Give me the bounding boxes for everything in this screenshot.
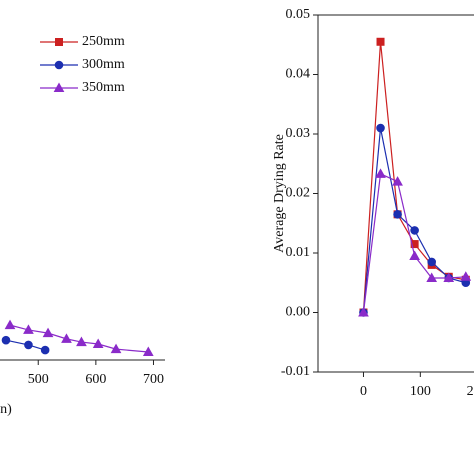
marker — [392, 176, 403, 186]
x-tick-label: 0 — [360, 384, 367, 399]
legend-label: 350mm — [82, 80, 125, 95]
marker — [110, 343, 122, 354]
marker — [24, 340, 33, 350]
marker — [40, 345, 50, 355]
marker — [61, 333, 72, 343]
x-axis-label: Time (min) — [0, 402, 12, 417]
marker — [53, 82, 65, 92]
x-tick-label: 700 — [143, 372, 164, 387]
marker — [409, 250, 420, 260]
legend-label: 250mm — [82, 34, 125, 49]
y-tick-label: -0.01 — [281, 364, 310, 379]
marker — [54, 60, 64, 70]
y-tick-label: 0.00 — [286, 305, 311, 320]
x-tick-label: 600 — [85, 372, 106, 387]
y-tick-label: 0.04 — [286, 67, 311, 82]
y-tick-label: 0.02 — [286, 186, 311, 201]
y-axis-label: Average Drying Rate — [272, 134, 287, 253]
marker — [23, 324, 34, 334]
marker — [1, 335, 11, 345]
marker — [376, 37, 385, 46]
marker — [55, 38, 63, 46]
marker — [4, 319, 16, 330]
marker — [426, 272, 438, 282]
marker — [427, 257, 436, 267]
marker — [376, 123, 385, 133]
series-line — [362, 127, 466, 313]
marker — [76, 336, 87, 347]
marker — [443, 272, 455, 282]
y-tick-label: 0.05 — [286, 7, 311, 22]
marker — [92, 338, 104, 348]
marker — [410, 240, 419, 249]
legend-label: 300mm — [82, 57, 125, 72]
x-tick-label: 500 — [28, 372, 49, 387]
x-tick-label: 100 — [410, 384, 431, 399]
marker — [42, 327, 54, 338]
y-tick-label: 0.03 — [286, 126, 311, 141]
marker — [393, 210, 402, 219]
marker — [410, 226, 419, 235]
marker — [375, 168, 386, 178]
marker — [358, 306, 369, 317]
y-tick-label: 0.01 — [286, 245, 311, 260]
marker — [142, 346, 154, 356]
x-tick-label: 200 — [467, 384, 474, 399]
marker — [460, 271, 472, 281]
